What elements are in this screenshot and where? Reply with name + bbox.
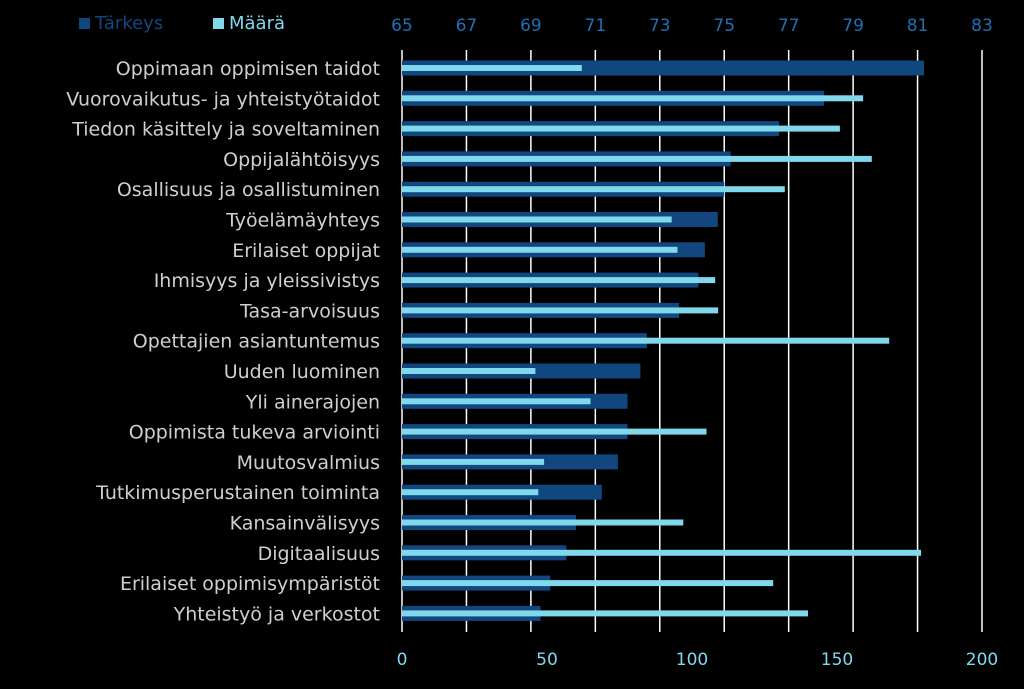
category-label: Tutkimusperustainen toiminta [95,482,380,504]
bar-maara [402,368,536,374]
category-label: Tasa-arvoisuus [239,300,380,322]
legend-tarkeys-label: Tärkeys [94,13,163,34]
bar-maara [402,95,864,102]
top-axis-tick-label: 77 [778,16,800,36]
top-axis-tick-label: 65 [391,16,413,36]
category-label: Opettajien asiantuntemus [133,331,380,353]
bar-maara [402,337,890,344]
bar-maara [402,489,539,496]
category-label: Kansainvälisyys [230,513,380,535]
bar-maara [402,125,840,132]
legend-maara-label: Määrä [229,13,285,34]
bar-maara [402,549,922,556]
bar-maara [402,398,591,405]
top-axis-tick-label: 73 [649,16,671,36]
category-label: Osallisuus ja osallistuminen [117,179,380,201]
top-axis-tick-label: 69 [520,16,542,36]
bar-tarkeys [402,60,924,76]
top-axis-tick-label: 83 [971,16,993,36]
top-axis-tick-label: 81 [907,16,929,36]
legend-maara-swatch [213,18,224,29]
bottom-axis-tick-label: 150 [821,650,853,670]
category-label: Tiedon käsittely ja soveltaminen [71,119,380,141]
bar-maara [402,580,774,587]
bar-maara [402,246,678,253]
category-label: Yli ainerajojen [245,391,380,413]
bottom-axis-tick-label: 100 [676,650,708,670]
bar-maara [402,519,684,526]
bar-maara [402,610,808,617]
bar-maara [402,458,545,465]
category-label: Ihmisyys ja yleissivistys [154,270,380,292]
top-axis-tick-label: 71 [585,16,607,36]
bar-maara [402,428,707,435]
bottom-axis-tick-label: 200 [966,650,998,670]
bar-maara [402,155,872,162]
legend-tarkeys-swatch [79,18,90,29]
category-label: Oppijalähtöisyys [223,149,380,171]
category-label: Oppimaan oppimisen taidot [116,58,380,80]
top-axis-tick-label: 75 [713,16,735,36]
bar-maara [402,186,785,193]
bar-maara [402,277,716,284]
bottom-axis-tick-label: 50 [536,650,558,670]
bottom-axis-tick-label: 0 [397,650,408,670]
category-label: Erilaiset oppijat [232,240,380,262]
top-axis-tick-label: 67 [456,16,478,36]
category-label: Uuden luominen [224,361,380,383]
category-label: Työelämäyhteys [225,210,380,232]
bar-maara [402,65,582,71]
bar-maara [402,307,719,314]
category-label: Oppimista tukeva arviointi [129,422,380,444]
category-label: Muutosvalmius [237,452,380,474]
category-label: Erilaiset oppimisympäristöt [120,573,380,595]
bar-maara [402,216,672,223]
category-label: Vuorovaikutus- ja yhteistyötaidot [66,88,380,110]
top-axis-tick-label: 79 [842,16,864,36]
category-label: Yhteistyö ja verkostot [173,603,380,625]
category-label: Digitaalisuus [258,543,380,565]
